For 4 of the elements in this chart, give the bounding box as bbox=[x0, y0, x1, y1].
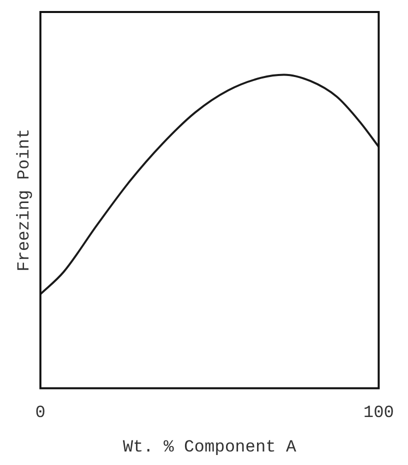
y-axis-title: Freezing Point bbox=[16, 128, 35, 272]
x-tick-label: 100 bbox=[363, 404, 394, 423]
x-axis-title: Wt. % Component A bbox=[122, 438, 298, 458]
x-tick-label: 0 bbox=[35, 404, 46, 423]
